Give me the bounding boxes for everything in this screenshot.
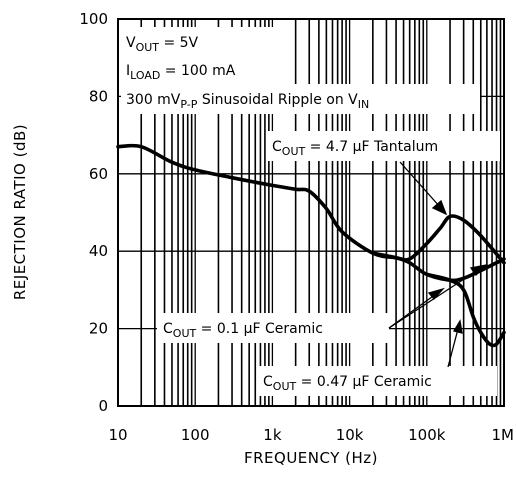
x-tick-label: 10: [108, 426, 127, 444]
iload-condition: ILOAD = 100 mA: [126, 63, 236, 82]
arrow-0p1-ceramic-line-b: [388, 269, 479, 329]
series-line-tantalum: [116, 143, 506, 265]
arrow-0p1-ceramic-head-b: [469, 263, 488, 277]
series-lines: [116, 143, 506, 348]
y-tick-label: 80: [89, 87, 108, 105]
label-box-0p47-ceramic: [257, 366, 497, 396]
arrow-0p47-ceramic-head: [452, 319, 463, 334]
y-tick-label: 0: [98, 397, 108, 415]
x-tick-label: 10k: [336, 426, 364, 444]
plot-frame: [117, 18, 505, 407]
y-tick-label: 60: [89, 165, 108, 183]
x-tick-labels: 10 100 1k 10k 100k 1M: [108, 426, 514, 444]
label-box-tantalum: [266, 131, 500, 161]
series-label-tantalum: COUT = 4.7 μF Tantalum: [272, 139, 438, 158]
conditions-box: [121, 27, 276, 93]
arrow-0p47-ceramic: [447, 328, 459, 368]
ripple-condition: 300 mVP-P Sinusoidal Ripple on VIN: [126, 92, 369, 111]
y-axis-label: REJECTION RATIO (dB): [11, 124, 29, 300]
vout-condition: VOUT = 5V: [126, 35, 199, 54]
arrow-0p1-ceramic-head-a: [427, 287, 445, 300]
x-axis-label: FREQUENCY (Hz): [244, 449, 378, 467]
label-box-0p1-ceramic: [157, 313, 389, 343]
series-label-0p1-ceramic: COUT = 0.1 μF Ceramic: [163, 321, 323, 340]
callout-arrows: [388, 161, 488, 368]
y-tick-labels: 0 20 40 60 80 100: [79, 10, 108, 415]
y-tick-label: 100: [79, 10, 108, 28]
y-tick-label: 20: [89, 320, 108, 338]
series-line-0p47-ceramic: [425, 272, 506, 348]
arrow-tantalum-head: [431, 199, 448, 216]
series-label-0p47-ceramic: COUT = 0.47 μF Ceramic: [263, 374, 432, 393]
ripple-line-box: [121, 84, 480, 114]
x-tick-label: 100k: [408, 426, 446, 444]
x-tick-label: 100: [181, 426, 210, 444]
y-tick-label: 40: [89, 242, 108, 260]
arrow-tantalum: [399, 161, 441, 208]
x-tick-label: 1k: [263, 426, 282, 444]
x-tick-label: 1M: [492, 426, 515, 444]
